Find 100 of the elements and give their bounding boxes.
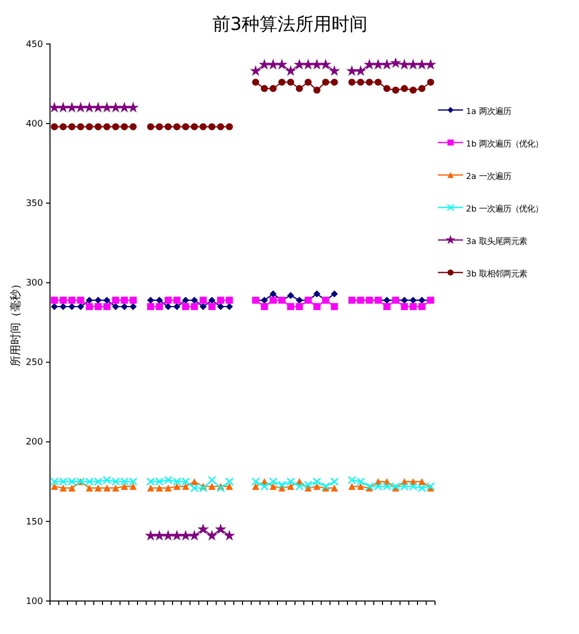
point [250,65,262,76]
point [86,123,93,130]
point [398,58,410,70]
point [130,303,137,310]
point [208,296,216,304]
point [425,58,436,70]
point [190,296,198,304]
point [410,303,417,310]
point [60,296,67,304]
point [86,296,93,304]
point [355,65,366,76]
point [226,296,233,304]
point [156,484,163,492]
y-tick-label: 250 [26,358,44,368]
point [188,530,200,541]
point [190,303,198,310]
point [171,530,182,541]
point [390,57,402,68]
point [92,102,104,112]
chart-title: 前3种算法所用时间 [212,14,368,35]
point [58,102,69,112]
point [217,303,224,310]
point [147,296,154,304]
point [164,296,172,304]
point [68,303,76,310]
point [77,303,84,310]
y-tick-label: 150 [26,517,44,528]
point [270,482,277,490]
point [86,303,93,310]
point [112,303,120,310]
y-tick-label: 400 [26,119,44,130]
point [94,123,102,130]
point [208,123,216,130]
point [48,102,60,112]
point [224,530,235,541]
point [410,296,417,304]
y-tick-label: 100 [26,596,44,607]
point [86,484,93,492]
point [217,123,224,130]
point [217,296,224,304]
legend-label: 3b 取相邻两元素 [466,268,528,278]
point [200,303,207,310]
point [268,477,278,486]
point [304,78,312,86]
point [112,123,120,130]
point [190,123,198,130]
point [147,303,154,310]
point [173,296,180,304]
point [162,530,174,541]
point [383,296,390,304]
point [94,484,102,492]
point [328,65,340,76]
point [173,482,180,490]
point [103,484,110,492]
point [400,296,408,304]
point [77,296,84,304]
point [260,482,269,491]
point [311,58,322,70]
point [182,482,190,490]
point [392,86,400,94]
point [418,296,426,304]
point [312,477,322,486]
point [260,296,268,304]
point [270,85,277,92]
point [357,482,364,490]
point [372,58,384,70]
point [200,123,207,130]
point [302,58,314,70]
point [383,303,390,310]
point [287,482,294,490]
point [418,85,426,92]
point [60,484,67,492]
point [330,303,338,310]
point [50,123,58,130]
point [145,530,156,541]
point [383,85,390,92]
point [173,303,180,310]
point [270,290,277,298]
point [164,303,172,310]
point [366,78,373,86]
point [418,303,426,310]
point [330,484,338,492]
y-tick-label: 200 [26,438,44,448]
point [156,296,163,304]
y-tick-label: 300 [26,278,44,289]
point [75,102,86,112]
legend-label: 2b 一次遍历（优化） [466,204,544,214]
point [182,123,190,130]
point [103,303,110,310]
point [206,530,218,541]
point [94,303,102,310]
point [164,484,172,492]
point [322,78,330,86]
point [287,303,294,310]
point [182,296,190,304]
point [112,296,120,304]
point [208,303,216,310]
point [287,78,294,86]
point [60,303,67,310]
legend-label: 1a 两次遍历 [466,106,512,116]
